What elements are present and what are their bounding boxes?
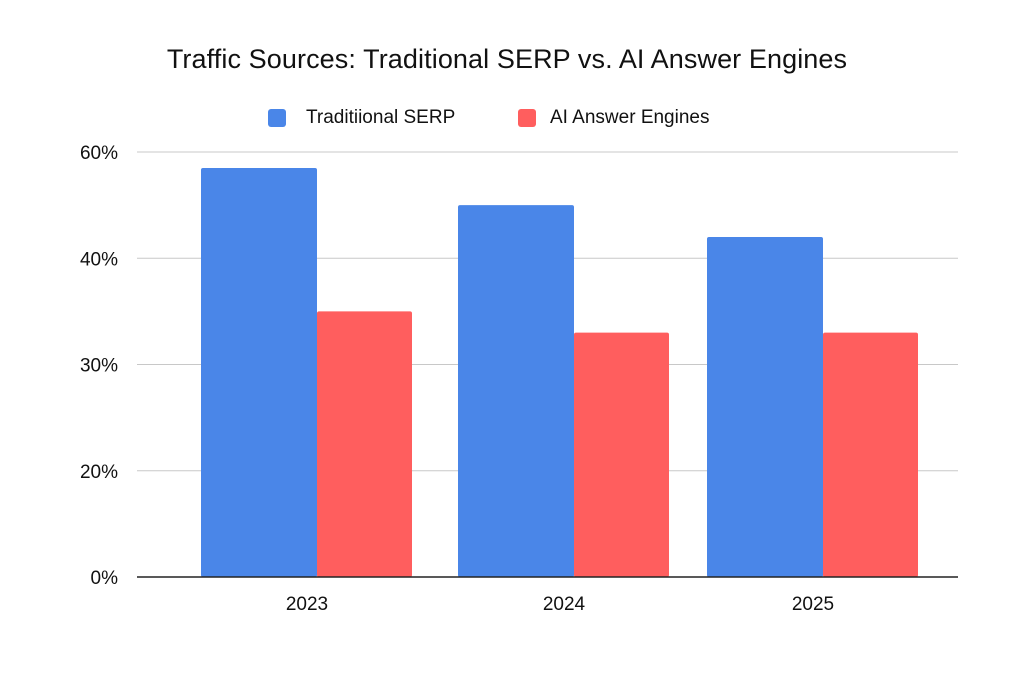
bar-ai-answer-engines-2024 [574, 332, 669, 577]
legend: Traditiional SERP AI Answer Engines [0, 107, 1024, 131]
x-tick-label: 2024 [543, 594, 586, 615]
x-tick-label: 2023 [286, 594, 328, 615]
bar-ai-answer-engines-2025 [823, 332, 918, 577]
x-tick-label: 2025 [792, 594, 834, 615]
legend-item-traditional-serp: Traditiional SERP [268, 107, 455, 129]
y-tick-label: 0% [91, 568, 119, 589]
y-tick-label: 20% [80, 462, 118, 483]
y-tick-label: 30% [80, 356, 118, 377]
y-tick-label: 40% [80, 249, 118, 270]
legend-item-ai-answer-engines: AI Answer Engines [518, 107, 709, 129]
legend-label-ai-answer-engines: AI Answer Engines [550, 107, 710, 128]
legend-swatch-ai-answer-engines [518, 109, 536, 127]
bar-traditiional-serp-2025 [707, 237, 823, 577]
bar-ai-answer-engines-2023 [317, 311, 412, 577]
legend-swatch-traditional-serp [268, 109, 286, 127]
bar-traditiional-serp-2023 [201, 167, 317, 577]
legend-label-traditional-serp: Traditiional SERP [306, 107, 456, 128]
chart-title: Traffic Sources: Traditional SERP vs. AI… [166, 44, 848, 74]
bar-traditiional-serp-2024 [458, 205, 574, 577]
y-tick-label: 60% [80, 143, 118, 164]
